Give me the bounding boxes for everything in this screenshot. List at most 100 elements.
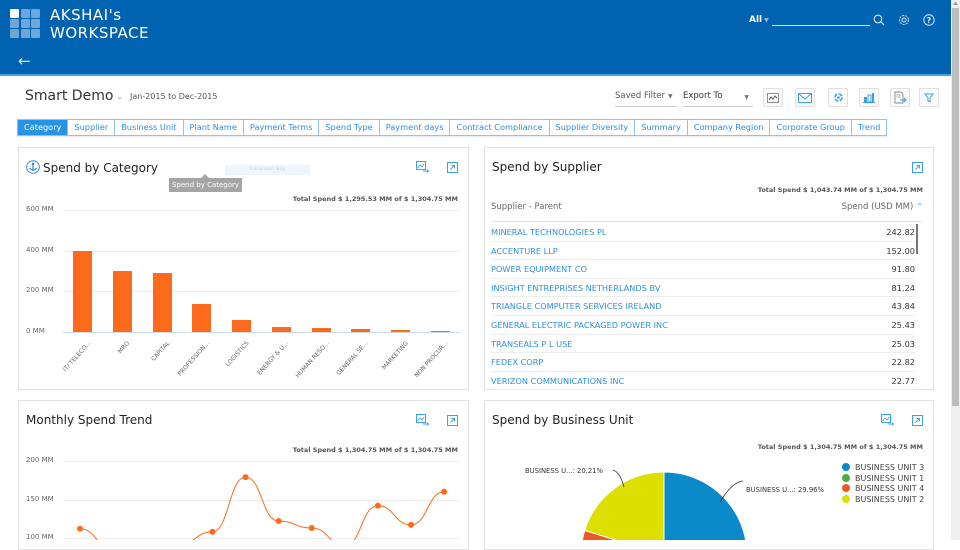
snapshot-image-icon[interactable] — [416, 411, 430, 426]
supplier-spend-value: 25.03 — [891, 338, 915, 349]
trend-data-point[interactable] — [242, 474, 249, 481]
expand-panel-icon[interactable] — [912, 158, 925, 173]
supplier-table-row[interactable]: INSIGHT ENTREPRISES NETHERLANDS BV 81.24 — [491, 279, 915, 298]
panel-title-tooltip: Spend by Category — [169, 174, 242, 192]
pie-slice[interactable] — [584, 471, 665, 540]
supplier-name-link[interactable]: FEDEX CORP — [491, 357, 544, 368]
supplier-name-link[interactable]: VERIZON COMMUNICATIONS INC — [491, 375, 625, 386]
trend-data-point[interactable] — [441, 488, 448, 495]
help-icon[interactable]: ? — [922, 13, 936, 27]
legend-item[interactable]: BUSINESS UNIT 2 — [842, 494, 924, 504]
snapshot-image-icon[interactable] — [881, 411, 895, 426]
category-bar[interactable] — [271, 327, 291, 332]
category-bar[interactable] — [311, 327, 331, 332]
export-document-button[interactable] — [890, 88, 910, 107]
export-to-dropdown[interactable]: Export To ▼ — [683, 91, 753, 107]
supplier-table-row[interactable]: MINERAL TECHNOLOGIES PL 242.82 — [491, 223, 915, 242]
supplier-name-link[interactable]: GENERAL ELECTRIC PACKAGED POWER INC — [491, 320, 668, 330]
refresh-button[interactable] — [828, 88, 848, 107]
chevron-down-icon: ⌄ — [116, 91, 124, 101]
legend-item[interactable]: BUSINESS UNIT 4 — [842, 484, 924, 493]
email-button[interactable] — [795, 88, 815, 107]
tab-supplier[interactable]: Supplier — [68, 120, 116, 135]
supplier-name-link[interactable]: ACCENTURE LLP — [491, 245, 558, 256]
trend-data-point[interactable] — [77, 525, 83, 532]
search-icon[interactable] — [872, 13, 886, 27]
page-scrollbar-thumb[interactable] — [952, 8, 959, 406]
expand-panel-icon[interactable] — [447, 411, 460, 426]
trend-data-point[interactable] — [408, 521, 414, 528]
supplier-name-link[interactable]: INSIGHT ENTREPRISES NETHERLANDS BV — [491, 282, 661, 293]
supplier-spend-value: 22.82 — [891, 357, 915, 368]
tab-supplier-diversity[interactable]: Supplier Diversity — [549, 120, 636, 135]
category-bar[interactable] — [232, 320, 252, 332]
dashboard-title-dropdown[interactable]: Smart Demo ⌄ — [25, 88, 123, 104]
tab-spend-type[interactable]: Spend Type — [319, 120, 380, 135]
expand-panel-icon[interactable] — [447, 158, 460, 173]
tab-trend[interactable]: Trend — [851, 120, 887, 135]
app-logo-grid-icon[interactable] — [10, 9, 41, 38]
category-bar[interactable] — [152, 272, 172, 332]
category-bar[interactable] — [351, 329, 371, 332]
legend-item[interactable]: BUSINESS UNIT 1 — [842, 473, 924, 483]
legend-item[interactable]: BUSINESS UNIT 3 — [842, 463, 924, 472]
bar-chart-button[interactable] — [859, 88, 879, 107]
supplier-table-row[interactable]: ACCENTURE LLP 152.00 — [491, 242, 915, 261]
trend-data-point[interactable] — [275, 518, 282, 525]
tab-contract-compliance[interactable]: Contract Compliance — [450, 120, 550, 135]
tab-payment-days[interactable]: Payment days — [379, 120, 451, 135]
page-scrollbar[interactable] — [951, 0, 960, 540]
saved-filter-dropdown[interactable]: Saved Filter ▼ — [615, 91, 677, 107]
category-bar[interactable] — [73, 250, 93, 332]
panel-title: Spend by Category — [26, 160, 158, 175]
supplier-name-link[interactable]: MINERAL TECHNOLOGIES PL — [491, 227, 607, 237]
filter-button[interactable] — [919, 88, 939, 107]
supplier-name-link[interactable]: TRANSEALS P L USE — [491, 338, 573, 349]
tab-category[interactable]: Category — [18, 120, 69, 135]
snapshot-image-icon[interactable] — [416, 158, 430, 173]
supplier-table-scrollbar[interactable] — [916, 224, 918, 254]
supplier-table-row[interactable]: VERIZON COMMUNICATIONS INC 22.77 — [491, 372, 915, 391]
supplier-table-row[interactable]: TRIANGLE COMPUTER SERVICES IRELAND 43.84 — [491, 297, 915, 316]
trend-data-point[interactable] — [374, 502, 381, 509]
search-scope-dropdown[interactable]: All ▼ — [749, 15, 769, 25]
tab-business-unit[interactable]: Business Unit — [115, 120, 184, 135]
tab-plant-name[interactable]: Plant Name — [183, 120, 244, 135]
tab-corporate-group[interactable]: Corporate Group — [770, 120, 852, 135]
category-bar[interactable] — [390, 329, 410, 332]
column-header-spend-label: Spend (USD MM) — [841, 202, 914, 212]
supplier-table-row[interactable]: TRANSEALS P L USE 25.03 — [491, 335, 915, 354]
supplier-table-row[interactable]: FEDEX CORP 22.82 — [491, 353, 915, 372]
category-bar[interactable] — [192, 303, 212, 332]
gear-icon[interactable] — [897, 13, 911, 27]
tab-summary[interactable]: Summary — [635, 120, 688, 135]
column-header-supplier[interactable]: Supplier - Parent — [491, 202, 562, 212]
y-axis-tick: 150 MM — [26, 494, 54, 503]
supplier-spend-value: 81.24 — [891, 282, 915, 293]
tab-payment-terms[interactable]: Payment Terms — [243, 120, 320, 135]
expand-panel-icon[interactable] — [912, 411, 925, 426]
supplier-name-link[interactable]: TRIANGLE COMPUTER SERVICES IRELAND — [491, 301, 662, 312]
supplier-spend-value: 25.43 — [891, 320, 915, 330]
supplier-table-row[interactable]: POWER EQUIPMENT CO 91.80 — [491, 260, 915, 279]
column-header-spend[interactable]: Spend (USD MM) ⌃ — [842, 202, 923, 212]
dashboard-title: Smart Demo — [25, 88, 114, 104]
panel-title-text: Spend by Category — [43, 161, 159, 175]
supplier-table-row[interactable]: GENERAL ELECTRIC PACKAGED POWER INC 25.43 — [491, 316, 915, 335]
y-axis-tick: 200 MM — [26, 286, 54, 295]
y-axis-tick: 200 MM — [26, 456, 54, 464]
trend-data-point[interactable] — [209, 528, 216, 535]
trend-data-point[interactable] — [308, 524, 315, 531]
pie-slice[interactable] — [663, 471, 747, 540]
category-bar[interactable] — [430, 330, 450, 332]
supplier-name-link[interactable]: POWER EQUIPMENT CO — [491, 264, 588, 275]
trend-chart-button[interactable] — [763, 88, 783, 107]
scroll-up-arrow-icon[interactable] — [953, 2, 958, 5]
y-axis-tick: 100 MM — [26, 533, 54, 541]
email-icon — [798, 92, 812, 103]
global-search-input[interactable] — [772, 13, 870, 26]
tab-company-region[interactable]: Company Region — [687, 120, 771, 135]
back-arrow-icon[interactable]: ← — [18, 52, 31, 70]
y-axis-tick: 400 MM — [26, 245, 54, 254]
category-bar[interactable] — [113, 271, 133, 332]
